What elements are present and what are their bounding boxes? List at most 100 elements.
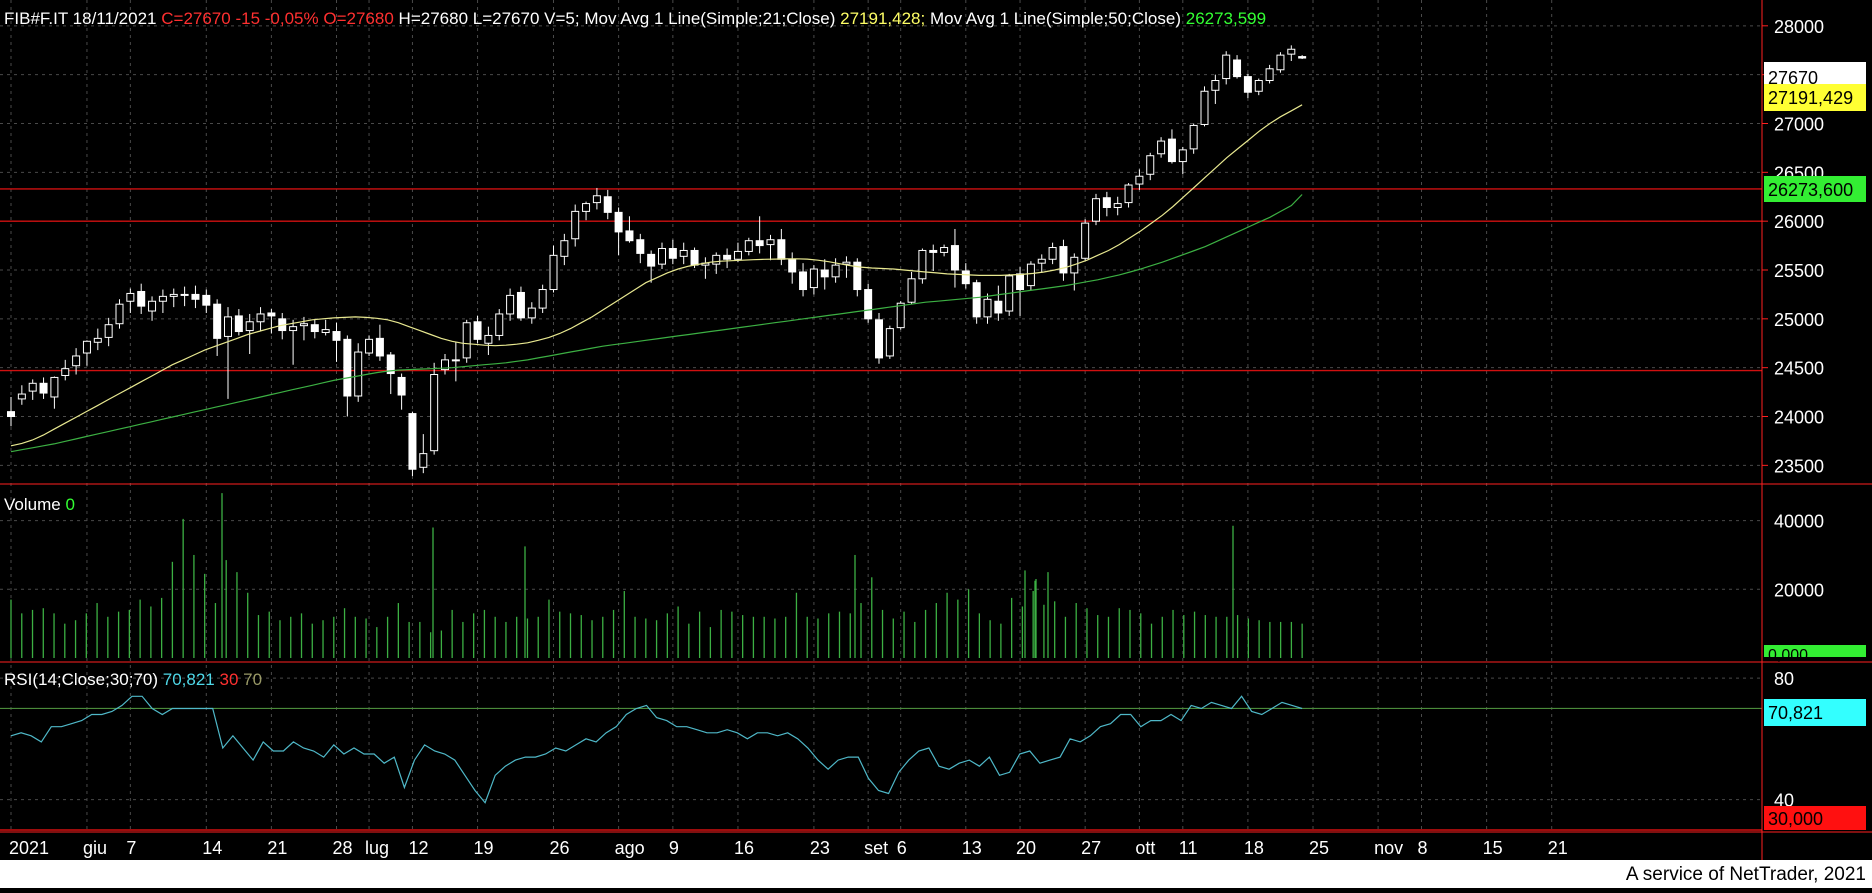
x-tick-label: 25	[1309, 838, 1329, 858]
badge-rsi-low: 30,000	[1768, 809, 1823, 829]
candle-body	[1113, 203, 1122, 208]
x-tick-label: ago	[615, 838, 645, 858]
candle-body	[473, 321, 482, 340]
candle-body	[549, 254, 558, 291]
x-tick-label: giu	[83, 838, 107, 858]
candle-body	[321, 329, 330, 334]
candle	[614, 207, 623, 256]
candle	[1189, 123, 1198, 154]
candle-body	[864, 289, 873, 320]
candle-body	[1222, 54, 1231, 80]
candle-body	[408, 413, 417, 470]
candle	[875, 312, 883, 364]
x-tick-label: nov	[1374, 838, 1403, 858]
candle-body	[788, 258, 797, 273]
candle-body	[896, 302, 905, 329]
candle	[169, 288, 178, 308]
candle	[473, 315, 482, 344]
candle	[191, 285, 200, 309]
candle-body	[430, 374, 439, 452]
x-tick-label: 14	[202, 838, 222, 858]
candle-body	[929, 249, 938, 253]
candle	[1233, 55, 1242, 79]
volume-y-tick-label: 20000	[1774, 580, 1824, 600]
candle-body	[1233, 59, 1242, 78]
candle-body	[1026, 263, 1035, 287]
badge-ma50-bg	[1764, 176, 1866, 202]
candle	[137, 283, 146, 314]
candle	[723, 248, 732, 269]
y-tick-label: 23500	[1774, 456, 1824, 476]
candle	[1178, 146, 1187, 175]
candle-body	[875, 319, 883, 359]
candle	[234, 309, 243, 336]
candle-body	[213, 303, 222, 339]
candle-body	[191, 293, 200, 300]
header-change-pct: -0,05%	[265, 9, 319, 28]
candle-body	[1102, 197, 1111, 208]
x-tick-label: lug	[365, 838, 389, 858]
candle	[516, 286, 525, 321]
candle-body	[82, 340, 91, 354]
candle	[72, 348, 81, 375]
candle-body	[354, 351, 363, 397]
rsi-panel	[0, 695, 1762, 831]
candle-body	[592, 195, 601, 204]
candle-body	[169, 293, 178, 297]
candle-body	[1243, 76, 1252, 93]
badge-rsi: 70,821	[1768, 703, 1823, 723]
candle-body	[614, 211, 623, 233]
volume-title: Volume	[4, 495, 61, 514]
candle	[115, 299, 124, 329]
candle	[104, 317, 113, 347]
candle	[1059, 239, 1068, 281]
candle	[61, 359, 70, 381]
x-tick-label: 6	[897, 838, 907, 858]
candle-body	[224, 316, 232, 337]
candle	[39, 377, 48, 399]
candle-body	[809, 268, 818, 289]
candle-body	[1059, 246, 1068, 274]
candle-body	[842, 261, 851, 265]
candle	[430, 362, 439, 455]
candle-body	[104, 324, 113, 338]
candle-body	[1189, 124, 1198, 150]
reference-lines	[0, 188, 1762, 372]
candle	[1048, 242, 1057, 265]
x-tick-label: 12	[408, 838, 428, 858]
candle-body	[820, 269, 829, 278]
badge-volume: 0,000	[1768, 647, 1808, 664]
candle	[1146, 152, 1155, 181]
candle-body	[1092, 198, 1100, 222]
candle-body	[853, 261, 862, 291]
candle	[332, 322, 341, 362]
candle	[397, 373, 406, 410]
candle	[636, 233, 645, 264]
candle	[1081, 219, 1090, 261]
candle	[321, 319, 330, 336]
y-tick-label: 25500	[1774, 261, 1824, 281]
candle-body	[885, 328, 894, 357]
candle-body	[234, 315, 243, 333]
candle-body	[93, 337, 102, 343]
candle-body	[7, 411, 15, 418]
candle	[93, 328, 102, 351]
candle	[375, 324, 384, 361]
candle	[668, 239, 677, 265]
candle	[289, 319, 298, 365]
candle	[1005, 273, 1014, 316]
candle-body	[137, 290, 146, 307]
header-ma2-value: 26273,599	[1186, 9, 1266, 28]
y-tick-label: 25000	[1774, 310, 1824, 330]
candle	[1200, 86, 1209, 127]
candle	[1135, 169, 1144, 190]
candle-body	[1157, 140, 1166, 155]
candle-body	[397, 376, 406, 396]
candle	[386, 352, 395, 395]
candle	[495, 309, 504, 341]
candle	[1157, 137, 1166, 158]
candle	[853, 258, 862, 297]
candle	[864, 283, 873, 323]
badge-rsi-bg	[1764, 699, 1866, 726]
